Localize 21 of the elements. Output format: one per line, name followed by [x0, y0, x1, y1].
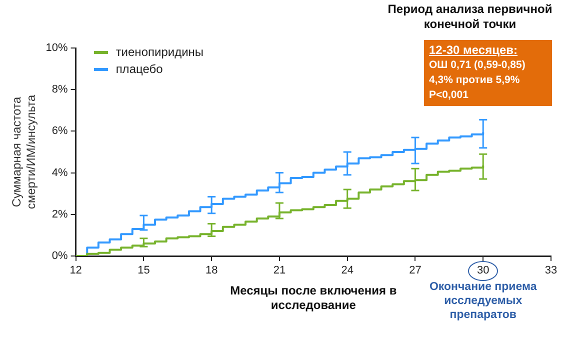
- text: Период анализа первичной конечной точки: [386, 2, 554, 32]
- x-tick-label: 12: [70, 264, 82, 277]
- x-tick-label: 15: [138, 264, 150, 277]
- x-tick-label: 27: [409, 264, 422, 277]
- text: Окончание приема исследуемых препаратов: [428, 280, 538, 322]
- x-tick-label: 33: [544, 264, 558, 277]
- y-tick-label: 6%: [52, 125, 68, 138]
- x-tick-label: 24: [341, 264, 354, 277]
- x-tick-label: 30: [476, 264, 490, 277]
- x-tick-label: 18: [205, 264, 218, 277]
- y-tick-label: 0%: [52, 250, 68, 262]
- y-tick-label: 2%: [52, 208, 68, 220]
- y-axis-title: Суммарная частота смерти/ИМ/инсульта: [10, 94, 38, 210]
- y-tick-label: 10%: [46, 42, 68, 54]
- annotation: 12-30 месяцев: ОШ 0,71 (0,59-0,85) 4,3% против 5,9% P<0,001: [429, 43, 526, 103]
- legend-label: плацебо: [116, 61, 163, 78]
- x-axis-title: Месяцы после включения в исследование: [230, 284, 397, 312]
- y-tick-label: 4%: [52, 166, 68, 179]
- legend-label: тиенопиридины: [116, 44, 204, 61]
- x-tick-label: 21: [273, 264, 286, 277]
- y-tick-label: 8%: [52, 84, 68, 96]
